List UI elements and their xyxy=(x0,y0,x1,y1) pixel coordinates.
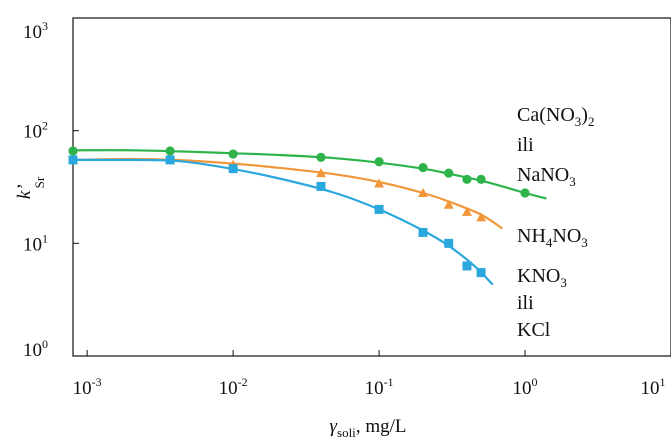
plot-area xyxy=(72,17,671,357)
x-tick-label: 10-1 xyxy=(365,375,394,399)
data-point xyxy=(476,212,487,222)
series-label: NH4NO3 xyxy=(517,225,588,250)
x-axis-label: γsoli, mg/L xyxy=(330,416,407,440)
series-label: KCl xyxy=(517,319,551,341)
data-point xyxy=(520,188,530,198)
series-label: KNO3 xyxy=(517,265,567,290)
data-point xyxy=(476,268,486,278)
data-point xyxy=(315,168,326,178)
y-axis-title: k’Sr xyxy=(14,176,47,199)
x-tick-label: 10-3 xyxy=(73,375,102,399)
series-label: NaNO3 xyxy=(517,164,576,189)
data-point xyxy=(374,178,385,188)
data-point xyxy=(165,146,175,156)
data-point xyxy=(462,174,472,184)
data-point xyxy=(444,168,454,178)
y-tick-label: 100 xyxy=(23,337,48,361)
series-curve xyxy=(72,158,494,286)
data-point xyxy=(443,199,454,209)
x-tick-label: 101 xyxy=(641,375,666,399)
data-point xyxy=(374,204,384,214)
data-point xyxy=(228,149,238,159)
series-label: ili xyxy=(517,134,534,156)
series-labels: Ca(NO3)2 ili NaNO3 NH4NO3 KNO3 ili KCl xyxy=(517,104,594,341)
data-point xyxy=(68,155,78,165)
series-label: Ca(NO3)2 xyxy=(517,104,594,129)
data-point xyxy=(418,227,428,237)
data-point xyxy=(418,187,429,197)
data-point xyxy=(165,155,175,165)
x-tick-label: 10-2 xyxy=(219,375,248,399)
data-point xyxy=(462,261,472,271)
x-axis-title: γsoli, mg/L xyxy=(330,416,407,440)
x-tick-label: 100 xyxy=(513,375,538,399)
series-label: ili xyxy=(517,292,534,314)
y-tick-label: 102 xyxy=(23,119,48,143)
data-markers xyxy=(68,146,530,278)
data-point xyxy=(316,152,326,162)
y-axis-label: k’Sr xyxy=(14,176,47,199)
data-point xyxy=(316,181,326,191)
y-tick-label: 103 xyxy=(23,19,48,43)
data-point xyxy=(228,164,238,174)
data-point xyxy=(68,146,78,156)
data-point xyxy=(418,163,428,173)
data-point xyxy=(461,206,472,216)
y-tick-label: 101 xyxy=(23,231,48,255)
data-point xyxy=(444,238,454,248)
data-point xyxy=(476,174,486,184)
axis-ticks: 10-3 10-2 10-1 100 101 100 101 102 103 xyxy=(23,19,666,399)
data-point xyxy=(374,157,384,167)
